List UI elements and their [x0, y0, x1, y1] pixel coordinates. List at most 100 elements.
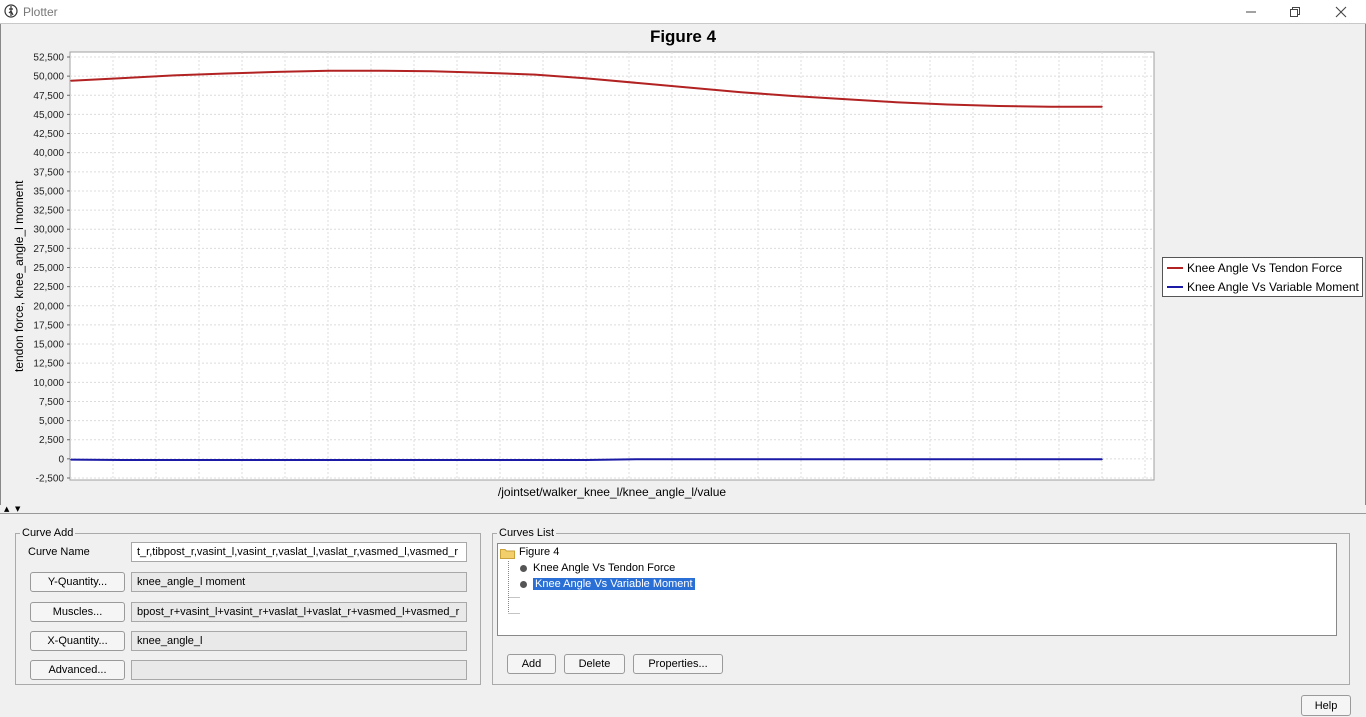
legend-item-tendon-force: Knee Angle Vs Tendon Force: [1163, 258, 1362, 277]
properties-button[interactable]: Properties...: [633, 654, 723, 674]
minimize-button[interactable]: [1228, 0, 1274, 23]
x-axis-label: /jointset/walker_knee_l/knee_angle_l/val…: [497, 485, 727, 499]
data-point: [740, 458, 742, 461]
curve-name-label: Curve Name: [28, 546, 90, 558]
data-point: [276, 459, 279, 461]
data-point: [379, 69, 382, 72]
data-point: [946, 103, 949, 106]
window-title: Plotter: [23, 5, 58, 19]
legend-swatch-tendon-force: [1167, 266, 1183, 269]
curve-add-group: Curve Add: [15, 527, 481, 685]
y-tick-label: 5,000: [39, 416, 64, 427]
data-point: [482, 71, 485, 74]
y-tick-label: 12,500: [33, 359, 64, 370]
data-point: [946, 458, 949, 461]
data-point: [121, 459, 124, 461]
y-tick-label: 27,500: [33, 244, 64, 255]
data-point: [431, 459, 433, 461]
collapse-up-icon[interactable]: ▲: [4, 505, 10, 513]
data-point: [637, 82, 639, 84]
advanced-field: [131, 660, 467, 680]
y-quantity-button[interactable]: Y-Quantity...: [30, 572, 125, 592]
curves-tree[interactable]: Figure 4 Knee Angle Vs Tendon Force Knee…: [497, 543, 1337, 636]
data-point: [224, 459, 227, 461]
curve-add-legend: Curve Add: [22, 527, 74, 539]
y-tick-label: 17,500: [33, 320, 64, 331]
tree-connector-lines: [508, 561, 520, 614]
legend-swatch-variable-moment: [1167, 285, 1183, 288]
x-quantity-button[interactable]: X-Quantity...: [30, 631, 125, 651]
y-tick-label: 0: [58, 454, 64, 465]
y-tick-label: 37,500: [33, 167, 64, 178]
y-tick-label: 7,500: [39, 397, 64, 408]
tree-item-label: Knee Angle Vs Tendon Force: [533, 562, 676, 574]
help-button[interactable]: Help: [1301, 695, 1351, 716]
y-quantity-field: knee_angle_l moment: [131, 572, 467, 592]
data-point: [791, 458, 794, 461]
data-point: [688, 86, 691, 89]
curves-list-group: Curves List: [492, 527, 1350, 685]
tree-item-variable-moment[interactable]: Knee Angle Vs Variable Moment: [520, 578, 695, 590]
advanced-button[interactable]: Advanced...: [30, 660, 125, 680]
restore-icon: [1290, 6, 1300, 17]
y-tick-label: 45,000: [33, 110, 64, 121]
y-tick-label: -2,500: [36, 474, 65, 485]
x-quantity-field: knee_angle_l: [131, 631, 467, 651]
muscles-button[interactable]: Muscles...: [30, 602, 125, 622]
y-tick-label: 22,500: [33, 282, 64, 293]
y-tick-label: 50,000: [33, 72, 64, 83]
y-tick-label: 32,500: [33, 206, 64, 217]
tree-item-label-selected: Knee Angle Vs Variable Moment: [533, 578, 695, 590]
tree-node-figure[interactable]: Figure 4: [500, 546, 559, 559]
tree-item-tendon-force[interactable]: Knee Angle Vs Tendon Force: [520, 562, 675, 574]
title-bar: Plotter: [0, 0, 1366, 24]
data-point: [379, 459, 382, 461]
plot-svg[interactable]: 52,500 50,000 47,500 45,000 42,500 40,000 37,5…: [0, 0, 1366, 505]
data-point: [895, 101, 897, 103]
data-point: [431, 70, 433, 72]
data-point: [224, 72, 227, 75]
split-pane-divider[interactable]: ▲ ▼: [0, 505, 1366, 514]
restore-button[interactable]: [1272, 0, 1318, 23]
y-tick-label: 42,500: [33, 129, 64, 140]
curve-leaf-icon: [520, 564, 527, 572]
bottom-panel: Curve Add Curve Name t_r,tibpost_r,vasin…: [0, 514, 1366, 717]
close-button[interactable]: [1318, 0, 1364, 23]
app-icon: [4, 4, 18, 18]
y-axis-label: tendon force, knee_angle_l moment: [12, 180, 26, 372]
data-point: [327, 459, 330, 461]
data-point: [70, 79, 72, 82]
collapse-down-icon[interactable]: ▼: [15, 505, 21, 513]
data-point: [534, 73, 536, 76]
data-point: [1101, 105, 1103, 108]
delete-curve-button[interactable]: Delete: [564, 654, 625, 674]
legend-item-variable-moment: Knee Angle Vs Variable Moment: [1163, 277, 1362, 296]
muscles-field: bpost_r+vasint_l+vasint_r+vaslat_l+vasla…: [131, 602, 467, 622]
chart-title: Figure 4: [649, 27, 717, 46]
y-tick-label: 10,000: [33, 378, 64, 389]
y-tick-label: 15,000: [33, 340, 64, 351]
data-point: [173, 459, 175, 461]
data-point: [327, 69, 330, 72]
chart-legend: Knee Angle Vs Tendon Force Knee Angle Vs…: [1162, 257, 1363, 297]
data-point: [482, 459, 485, 461]
data-point: [637, 458, 639, 461]
data-point: [1101, 458, 1103, 461]
data-point: [998, 105, 1000, 107]
curve-name-input[interactable]: t_r,tibpost_r,vasint_l,vasint_r,vaslat_l…: [131, 542, 467, 562]
data-point: [688, 458, 691, 461]
curve-leaf-icon: [520, 580, 527, 588]
y-tick-label: 20,000: [33, 301, 64, 312]
y-tick-label: 25,000: [33, 263, 64, 274]
data-point: [121, 77, 124, 79]
add-curve-button[interactable]: Add: [507, 654, 556, 674]
data-point: [70, 458, 72, 461]
y-tick-label: 47,500: [33, 91, 64, 102]
plot-area: [69, 51, 1155, 481]
data-point: [843, 458, 846, 461]
data-point: [585, 77, 588, 80]
data-point: [534, 459, 536, 461]
data-point: [1049, 458, 1052, 461]
data-point: [843, 98, 846, 100]
data-point: [895, 458, 897, 461]
